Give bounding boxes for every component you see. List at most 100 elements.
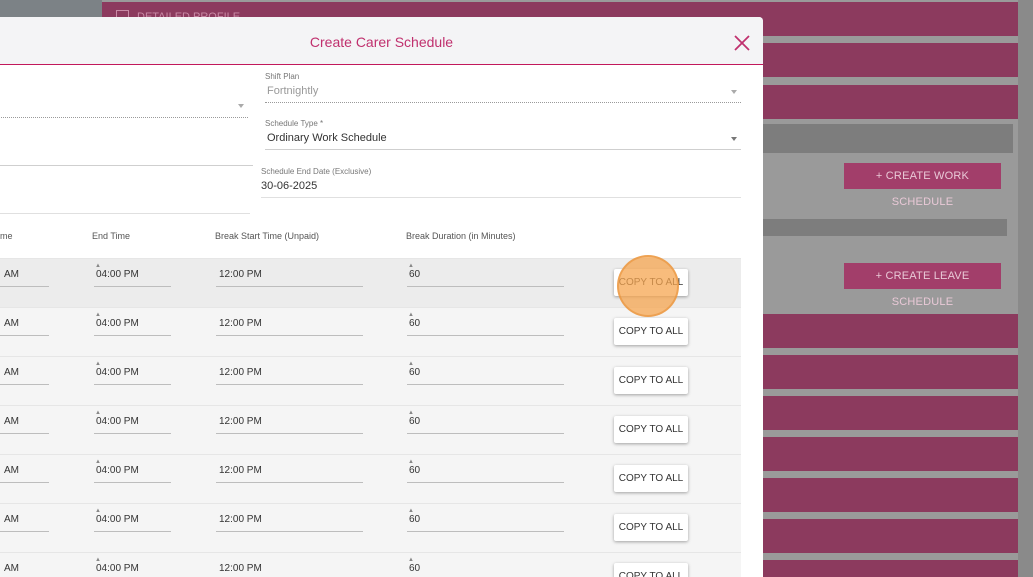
break-start-time-value: 12:00 PM	[219, 514, 262, 525]
create-carer-schedule-modal: Create Carer Schedule Shift Plan Fortnig…	[0, 17, 763, 577]
break-duration-value: 60	[409, 514, 421, 525]
end-time-input[interactable]: ▲ 04:00 PM	[94, 361, 171, 385]
schedule-type-field[interactable]: Schedule Type * Ordinary Work Schedule	[265, 119, 741, 150]
copy-to-all-button[interactable]: COPY TO ALL	[614, 514, 688, 541]
end-time-input[interactable]: ▲ 04:00 PM	[94, 410, 171, 434]
up-arrow-icon: ▲	[95, 410, 101, 416]
modal-title: Create Carer Schedule	[309, 34, 454, 50]
break-duration-input[interactable]: ▲ 60	[407, 508, 564, 532]
start-time-input[interactable]: AM	[0, 366, 49, 385]
end-time-value: 04:00 PM	[96, 465, 139, 476]
start-time-value: AM	[4, 514, 19, 525]
up-arrow-icon: ▲	[408, 459, 414, 465]
table-row: AM ▲ 04:00 PM 12:00 PM ▲ 60 COPY TO ALL	[0, 258, 741, 307]
start-time-input[interactable]: AM	[0, 562, 49, 577]
break-duration-value: 60	[409, 465, 421, 476]
close-icon[interactable]	[732, 33, 752, 53]
break-duration-input[interactable]: ▲ 60	[407, 410, 564, 434]
break-duration-input[interactable]: ▲ 60	[407, 459, 564, 483]
end-time-value: 04:00 PM	[96, 318, 139, 329]
up-arrow-icon: ▲	[95, 361, 101, 367]
break-duration-value: 60	[409, 416, 421, 427]
end-time-input[interactable]: ▲ 04:00 PM	[94, 508, 171, 532]
left-select-field[interactable]	[0, 86, 248, 118]
break-start-time-input[interactable]: 12:00 PM	[216, 415, 363, 434]
create-work-schedule-button[interactable]: + CREATE WORK SCHEDULE	[844, 163, 1001, 208]
column-header-break-duration: Break Duration (in Minutes)	[406, 231, 516, 241]
up-arrow-icon: ▲	[95, 312, 101, 318]
shift-plan-field[interactable]: Shift Plan Fortnightly	[265, 72, 741, 103]
break-duration-value: 60	[409, 563, 421, 574]
start-time-input[interactable]: AM	[0, 464, 49, 483]
end-time-input[interactable]: ▲ 04:00 PM	[94, 312, 171, 336]
break-start-time-input[interactable]: 12:00 PM	[216, 464, 363, 483]
start-time-value: AM	[4, 465, 19, 476]
end-time-value: 04:00 PM	[96, 514, 139, 525]
shift-plan-value: Fortnightly	[267, 85, 319, 97]
end-time-value: 04:00 PM	[96, 563, 139, 574]
table-row: AM ▲ 04:00 PM 12:00 PM ▲ 60 COPY TO ALL	[0, 503, 741, 552]
schedule-end-date-field[interactable]: Schedule End Date (Exclusive) 30-06-2025	[261, 167, 741, 198]
table-row: AM ▲ 04:00 PM 12:00 PM ▲ 60 COPY TO ALL	[0, 552, 741, 577]
end-time-value: 04:00 PM	[96, 367, 139, 378]
up-arrow-icon: ▲	[95, 557, 101, 563]
start-time-value: AM	[4, 563, 19, 574]
copy-to-all-button[interactable]: COPY TO ALL	[614, 367, 688, 394]
end-time-value: 04:00 PM	[96, 416, 139, 427]
left-date-field[interactable]	[0, 182, 250, 214]
up-arrow-icon: ▲	[408, 557, 414, 563]
break-duration-input[interactable]: ▲ 60	[407, 312, 564, 336]
start-time-input[interactable]: AM	[0, 317, 49, 336]
end-time-input[interactable]: ▲ 04:00 PM	[94, 459, 171, 483]
start-time-value: AM	[4, 269, 19, 280]
page-scrollbar[interactable]	[1018, 0, 1033, 577]
break-start-time-input[interactable]: 12:00 PM	[216, 562, 363, 577]
break-duration-input[interactable]: ▲ 60	[407, 263, 564, 287]
break-start-time-value: 12:00 PM	[219, 563, 262, 574]
start-time-input[interactable]: AM	[0, 513, 49, 532]
break-start-time-input[interactable]: 12:00 PM	[216, 513, 363, 532]
start-time-input[interactable]: AM	[0, 268, 49, 287]
left-input-field[interactable]	[0, 134, 253, 166]
end-time-value: 04:00 PM	[96, 269, 139, 280]
break-duration-input[interactable]: ▲ 60	[407, 361, 564, 385]
copy-to-all-button[interactable]: COPY TO ALL	[614, 465, 688, 492]
chevron-down-icon	[731, 90, 737, 94]
copy-to-all-button[interactable]: COPY TO ALL	[614, 563, 688, 577]
schedule-end-date-label: Schedule End Date (Exclusive)	[261, 167, 372, 176]
copy-to-all-button[interactable]: COPY TO ALL	[614, 269, 688, 296]
break-duration-value: 60	[409, 269, 421, 280]
schedule-end-date-value: 30-06-2025	[261, 180, 741, 198]
up-arrow-icon: ▲	[408, 508, 414, 514]
shift-plan-label: Shift Plan	[265, 72, 300, 81]
table-row: AM ▲ 04:00 PM 12:00 PM ▲ 60 COPY TO ALL	[0, 405, 741, 454]
break-start-time-value: 12:00 PM	[219, 318, 262, 329]
break-duration-value: 60	[409, 367, 421, 378]
break-start-time-value: 12:00 PM	[219, 465, 262, 476]
end-time-input[interactable]: ▲ 04:00 PM	[94, 263, 171, 287]
column-header-end-time: End Time	[92, 231, 131, 241]
break-duration-value: 60	[409, 318, 421, 329]
create-leave-schedule-button[interactable]: + CREATE LEAVE SCHEDULE	[844, 263, 1001, 308]
copy-to-all-button[interactable]: COPY TO ALL	[614, 318, 688, 345]
modal-header: Create Carer Schedule	[0, 17, 763, 65]
break-duration-input[interactable]: ▲ 60	[407, 557, 564, 577]
break-start-time-input[interactable]: 12:00 PM	[216, 317, 363, 336]
table-row: AM ▲ 04:00 PM 12:00 PM ▲ 60 COPY TO ALL	[0, 356, 741, 405]
start-time-value: AM	[4, 367, 19, 378]
column-header-start-time: me	[0, 231, 13, 241]
up-arrow-icon: ▲	[408, 312, 414, 318]
end-time-input[interactable]: ▲ 04:00 PM	[94, 557, 171, 577]
up-arrow-icon: ▲	[95, 508, 101, 514]
chevron-down-icon	[238, 104, 244, 108]
table-row: AM ▲ 04:00 PM 12:00 PM ▲ 60 COPY TO ALL	[0, 307, 741, 356]
start-time-input[interactable]: AM	[0, 415, 49, 434]
break-start-time-input[interactable]: 12:00 PM	[216, 366, 363, 385]
break-start-time-value: 12:00 PM	[219, 416, 262, 427]
schedule-type-value: Ordinary Work Schedule	[267, 132, 387, 144]
break-start-time-input[interactable]: 12:00 PM	[216, 268, 363, 287]
break-start-time-value: 12:00 PM	[219, 367, 262, 378]
up-arrow-icon: ▲	[95, 459, 101, 465]
copy-to-all-button[interactable]: COPY TO ALL	[614, 416, 688, 443]
up-arrow-icon: ▲	[408, 263, 414, 269]
